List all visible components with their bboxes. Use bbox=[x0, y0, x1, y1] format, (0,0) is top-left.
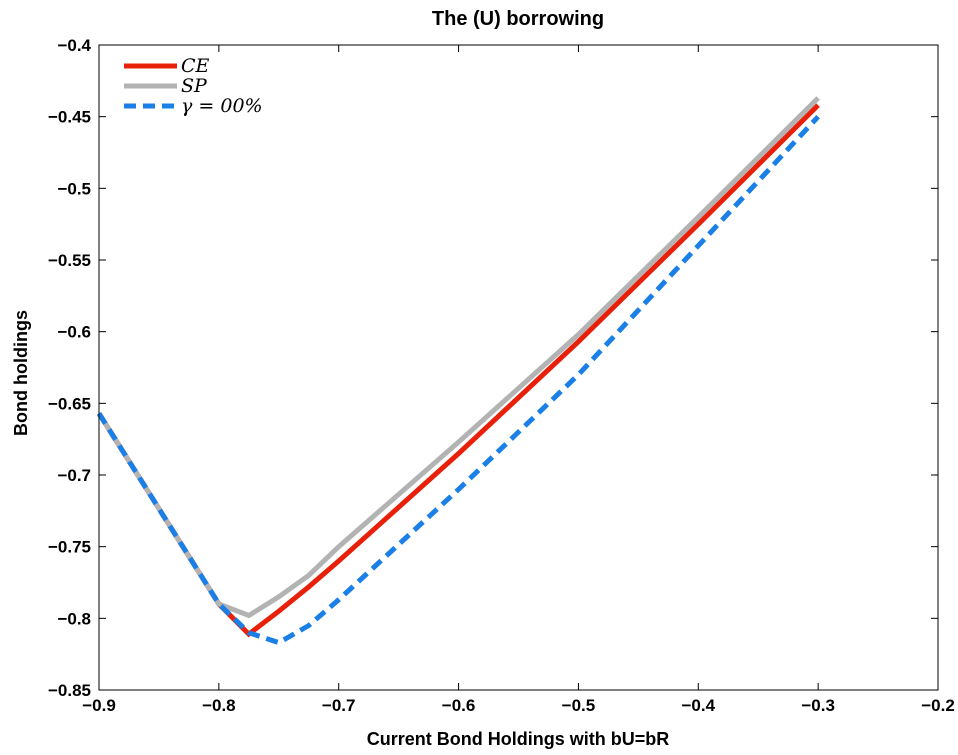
y-tick-label: −0.55 bbox=[48, 251, 91, 270]
x-tick-label: −0.7 bbox=[322, 696, 356, 715]
x-tick-label: −0.4 bbox=[682, 696, 716, 715]
series-line-0 bbox=[96, 103, 820, 638]
chart-title: The (U) borrowing bbox=[432, 8, 604, 30]
axis-ticks: −0.9 −0.8 −0.7 −0.6 −0.5 −0.4 −0.3 −0.2 −0.4 −0.4… bbox=[48, 36, 955, 715]
y-tick-label: −0.7 bbox=[57, 466, 91, 485]
y-tick-label: −0.85 bbox=[48, 681, 91, 700]
x-axis-label: Current Bond Holdings with bU=bR bbox=[367, 729, 669, 749]
x-tick-label: −0.2 bbox=[921, 696, 955, 715]
legend-label-1: SP bbox=[181, 75, 208, 97]
series-line-2 bbox=[96, 114, 820, 646]
x-tick-label: −0.9 bbox=[82, 696, 116, 715]
x-tick-label: −0.8 bbox=[202, 696, 236, 715]
x-tick-label: −0.6 bbox=[442, 696, 476, 715]
axes-frame bbox=[98, 44, 939, 691]
y-tick-label: −0.4 bbox=[57, 36, 91, 55]
plot-area bbox=[96, 96, 820, 646]
legend-label-0: CE bbox=[181, 55, 210, 77]
y-tick-label: −0.5 bbox=[57, 179, 91, 198]
y-tick-label: −0.75 bbox=[48, 538, 91, 557]
legend-label-2: γ = 00% bbox=[181, 95, 263, 117]
y-tick-label: −0.45 bbox=[48, 108, 91, 127]
x-tick-label: −0.5 bbox=[562, 696, 596, 715]
y-axis-label: Bond holdings bbox=[11, 310, 31, 436]
y-tick-label: −0.6 bbox=[57, 323, 91, 342]
y-tick-label: −0.65 bbox=[48, 394, 91, 413]
x-tick-label: −0.3 bbox=[801, 696, 835, 715]
series-line-1 bbox=[96, 96, 820, 619]
y-tick-label: −0.8 bbox=[57, 609, 91, 628]
